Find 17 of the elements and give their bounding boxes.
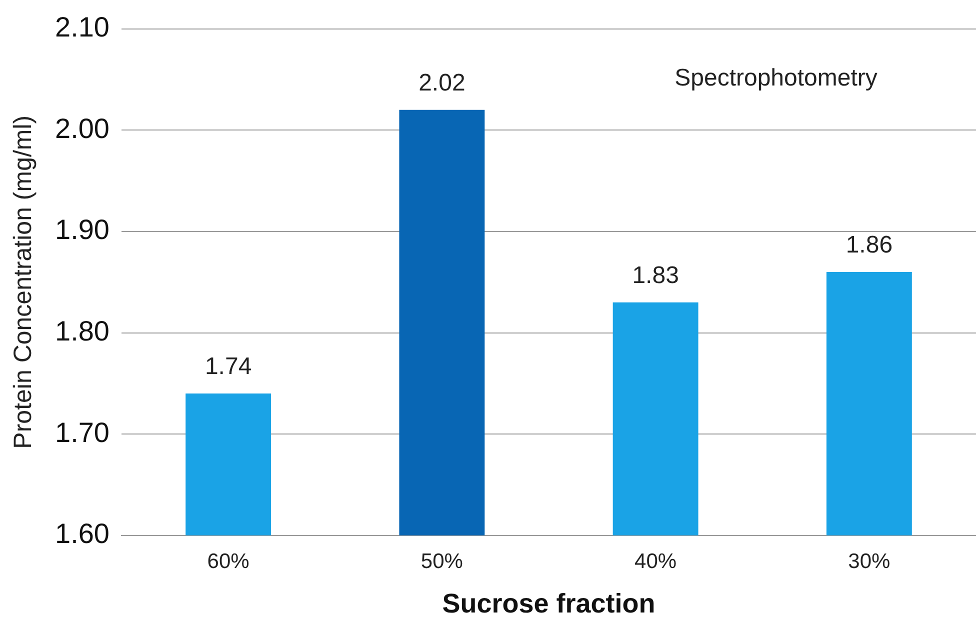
data-label: 1.86 <box>846 232 893 259</box>
annotation: Spectrophotometry <box>674 64 878 92</box>
x-tick-label: 40% <box>634 550 677 573</box>
y-tick-label: 2.00 <box>54 112 110 144</box>
data-label: 1.74 <box>204 353 252 380</box>
data-label: 1.83 <box>632 262 679 289</box>
y-axis-title: Protein Concentration (mg/ml) <box>8 115 37 449</box>
y-tick-label: 1.90 <box>54 214 110 246</box>
y-tick-label: 1.80 <box>54 315 110 346</box>
y-tick-label: 2.10 <box>54 12 110 43</box>
y-tick-label: 1.60 <box>54 518 110 550</box>
data-label: 2.02 <box>418 69 466 96</box>
x-axis-title: Sucrose fraction <box>442 588 656 618</box>
x-tick-label: 60% <box>207 550 250 573</box>
y-tick-label: 1.70 <box>54 416 110 448</box>
x-tick-label: 50% <box>420 550 463 573</box>
x-tick-label: 30% <box>848 550 890 573</box>
